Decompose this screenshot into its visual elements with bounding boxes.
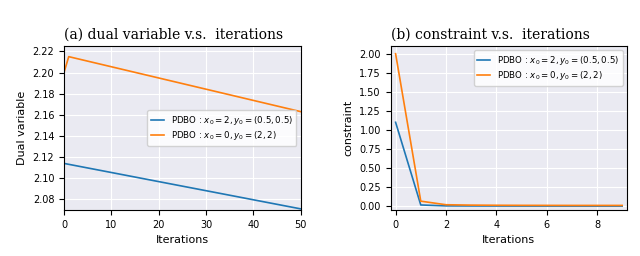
PDBO : $x_0 = 2, y_0 = (0.5, 0.5)$: (3, 0.002): $x_0 = 2, y_0 = (0.5, 0.5)$: (3, 0.002): [467, 205, 475, 208]
PDBO : $x_0 = 0, y_0 = (2, 2)$: (12, 2.2): $x_0 = 0, y_0 = (2, 2)$: (12, 2.2): [117, 67, 125, 70]
PDBO : $x_0 = 0, y_0 = (2, 2)$: (8, 0.009): $x_0 = 0, y_0 = (2, 2)$: (8, 0.009): [593, 204, 601, 207]
Legend: PDBO : $x_0 = 2, y_0 = (0.5, 0.5)$, PDBO : $x_0 = 0, y_0 = (2, 2)$: PDBO : $x_0 = 2, y_0 = (0.5, 0.5)$, PDBO…: [147, 110, 296, 146]
X-axis label: Iterations: Iterations: [156, 235, 209, 245]
PDBO : $x_0 = 2, y_0 = (0.5, 0.5)$: (9, 0.0003): $x_0 = 2, y_0 = (0.5, 0.5)$: (9, 0.0003): [618, 205, 626, 208]
PDBO : $x_0 = 0, y_0 = (2, 2)$: (0, 2.2): $x_0 = 0, y_0 = (2, 2)$: (0, 2.2): [60, 71, 68, 74]
PDBO : $x_0 = 0, y_0 = (2, 2)$: (0, 2): $x_0 = 0, y_0 = (2, 2)$: (0, 2): [392, 52, 399, 55]
Line: PDBO : $x_0 = 2, y_0 = (0.5, 0.5)$: PDBO : $x_0 = 2, y_0 = (0.5, 0.5)$: [396, 122, 622, 206]
Line: PDBO : $x_0 = 0, y_0 = (2, 2)$: PDBO : $x_0 = 0, y_0 = (2, 2)$: [396, 54, 622, 205]
PDBO : $x_0 = 0, y_0 = (2, 2)$: (16, 2.2): $x_0 = 0, y_0 = (2, 2)$: (16, 2.2): [136, 72, 143, 75]
PDBO : $x_0 = 2, y_0 = (0.5, 0.5)$: (7, 0.0006): $x_0 = 2, y_0 = (0.5, 0.5)$: (7, 0.0006): [568, 205, 575, 208]
PDBO : $x_0 = 0, y_0 = (2, 2)$: (2, 0.018): $x_0 = 0, y_0 = (2, 2)$: (2, 0.018): [442, 203, 450, 206]
Text: (a) dual variable v.s.  iterations: (a) dual variable v.s. iterations: [64, 28, 283, 42]
PDBO : $x_0 = 0, y_0 = (2, 2)$: (1, 0.065): $x_0 = 0, y_0 = (2, 2)$: (1, 0.065): [417, 200, 424, 203]
PDBO : $x_0 = 2, y_0 = (0.5, 0.5)$: (6, 0.0008): $x_0 = 2, y_0 = (0.5, 0.5)$: (6, 0.0008): [543, 205, 550, 208]
PDBO : $x_0 = 2, y_0 = (0.5, 0.5)$: (1, 0.015): $x_0 = 2, y_0 = (0.5, 0.5)$: (1, 0.015): [417, 204, 424, 207]
PDBO : $x_0 = 0, y_0 = (2, 2)$: (34, 2.18): $x_0 = 0, y_0 = (2, 2)$: (34, 2.18): [221, 92, 228, 95]
PDBO : $x_0 = 2, y_0 = (0.5, 0.5)$: (11, 2.1): $x_0 = 2, y_0 = (0.5, 0.5)$: (11, 2.1): [112, 172, 120, 175]
PDBO : $x_0 = 2, y_0 = (0.5, 0.5)$: (2, 0.003): $x_0 = 2, y_0 = (0.5, 0.5)$: (2, 0.003): [442, 204, 450, 207]
X-axis label: Iterations: Iterations: [483, 235, 536, 245]
PDBO : $x_0 = 0, y_0 = (2, 2)$: (6, 0.0095): $x_0 = 0, y_0 = (2, 2)$: (6, 0.0095): [543, 204, 550, 207]
PDBO : $x_0 = 2, y_0 = (0.5, 0.5)$: (33, 2.09): $x_0 = 2, y_0 = (0.5, 0.5)$: (33, 2.09): [216, 192, 224, 195]
PDBO : $x_0 = 2, y_0 = (0.5, 0.5)$: (4, 0.0015): $x_0 = 2, y_0 = (0.5, 0.5)$: (4, 0.0015): [492, 205, 500, 208]
Y-axis label: Dual variable: Dual variable: [17, 91, 27, 165]
PDBO : $x_0 = 0, y_0 = (2, 2)$: (37, 2.18): $x_0 = 0, y_0 = (2, 2)$: (37, 2.18): [236, 95, 243, 99]
PDBO : $x_0 = 0, y_0 = (2, 2)$: (3, 0.013): $x_0 = 0, y_0 = (2, 2)$: (3, 0.013): [467, 204, 475, 207]
PDBO : $x_0 = 0, y_0 = (2, 2)$: (1, 2.21): $x_0 = 0, y_0 = (2, 2)$: (1, 2.21): [65, 55, 72, 58]
PDBO : $x_0 = 2, y_0 = (0.5, 0.5)$: (49, 2.07): $x_0 = 2, y_0 = (0.5, 0.5)$: (49, 2.07): [292, 206, 300, 209]
PDBO : $x_0 = 0, y_0 = (2, 2)$: (17, 2.2): $x_0 = 0, y_0 = (2, 2)$: (17, 2.2): [141, 73, 148, 76]
PDBO : $x_0 = 2, y_0 = (0.5, 0.5)$: (16, 2.1): $x_0 = 2, y_0 = (0.5, 0.5)$: (16, 2.1): [136, 176, 143, 179]
PDBO : $x_0 = 0, y_0 = (2, 2)$: (50, 2.16): $x_0 = 0, y_0 = (2, 2)$: (50, 2.16): [297, 110, 305, 113]
PDBO : $x_0 = 2, y_0 = (0.5, 0.5)$: (0, 1.1): $x_0 = 2, y_0 = (0.5, 0.5)$: (0, 1.1): [392, 121, 399, 124]
PDBO : $x_0 = 0, y_0 = (2, 2)$: (7, 0.009): $x_0 = 0, y_0 = (2, 2)$: (7, 0.009): [568, 204, 575, 207]
PDBO : $x_0 = 0, y_0 = (2, 2)$: (4, 0.011): $x_0 = 0, y_0 = (2, 2)$: (4, 0.011): [492, 204, 500, 207]
PDBO : $x_0 = 2, y_0 = (0.5, 0.5)$: (36, 2.08): $x_0 = 2, y_0 = (0.5, 0.5)$: (36, 2.08): [230, 195, 238, 198]
PDBO : $x_0 = 2, y_0 = (0.5, 0.5)$: (15, 2.1): $x_0 = 2, y_0 = (0.5, 0.5)$: (15, 2.1): [131, 176, 139, 179]
Line: PDBO : $x_0 = 2, y_0 = (0.5, 0.5)$: PDBO : $x_0 = 2, y_0 = (0.5, 0.5)$: [64, 163, 301, 209]
PDBO : $x_0 = 2, y_0 = (0.5, 0.5)$: (50, 2.07): $x_0 = 2, y_0 = (0.5, 0.5)$: (50, 2.07): [297, 207, 305, 210]
PDBO : $x_0 = 2, y_0 = (0.5, 0.5)$: (0, 2.11): $x_0 = 2, y_0 = (0.5, 0.5)$: (0, 2.11): [60, 162, 68, 165]
Text: (b) constraint v.s.  iterations: (b) constraint v.s. iterations: [390, 28, 589, 42]
PDBO : $x_0 = 0, y_0 = (2, 2)$: (49, 2.16): $x_0 = 0, y_0 = (2, 2)$: (49, 2.16): [292, 109, 300, 112]
Legend: PDBO : $x_0 = 2, y_0 = (0.5, 0.5)$, PDBO : $x_0 = 0, y_0 = (2, 2)$: PDBO : $x_0 = 2, y_0 = (0.5, 0.5)$, PDBO…: [474, 50, 623, 86]
PDBO : $x_0 = 0, y_0 = (2, 2)$: (9, 0.009): $x_0 = 0, y_0 = (2, 2)$: (9, 0.009): [618, 204, 626, 207]
Line: PDBO : $x_0 = 0, y_0 = (2, 2)$: PDBO : $x_0 = 0, y_0 = (2, 2)$: [64, 57, 301, 112]
Y-axis label: constraint: constraint: [344, 100, 354, 156]
PDBO : $x_0 = 2, y_0 = (0.5, 0.5)$: (8, 0.0004): $x_0 = 2, y_0 = (0.5, 0.5)$: (8, 0.0004): [593, 205, 601, 208]
PDBO : $x_0 = 0, y_0 = (2, 2)$: (5, 0.01): $x_0 = 0, y_0 = (2, 2)$: (5, 0.01): [518, 204, 525, 207]
PDBO : $x_0 = 2, y_0 = (0.5, 0.5)$: (5, 0.001): $x_0 = 2, y_0 = (0.5, 0.5)$: (5, 0.001): [518, 205, 525, 208]
